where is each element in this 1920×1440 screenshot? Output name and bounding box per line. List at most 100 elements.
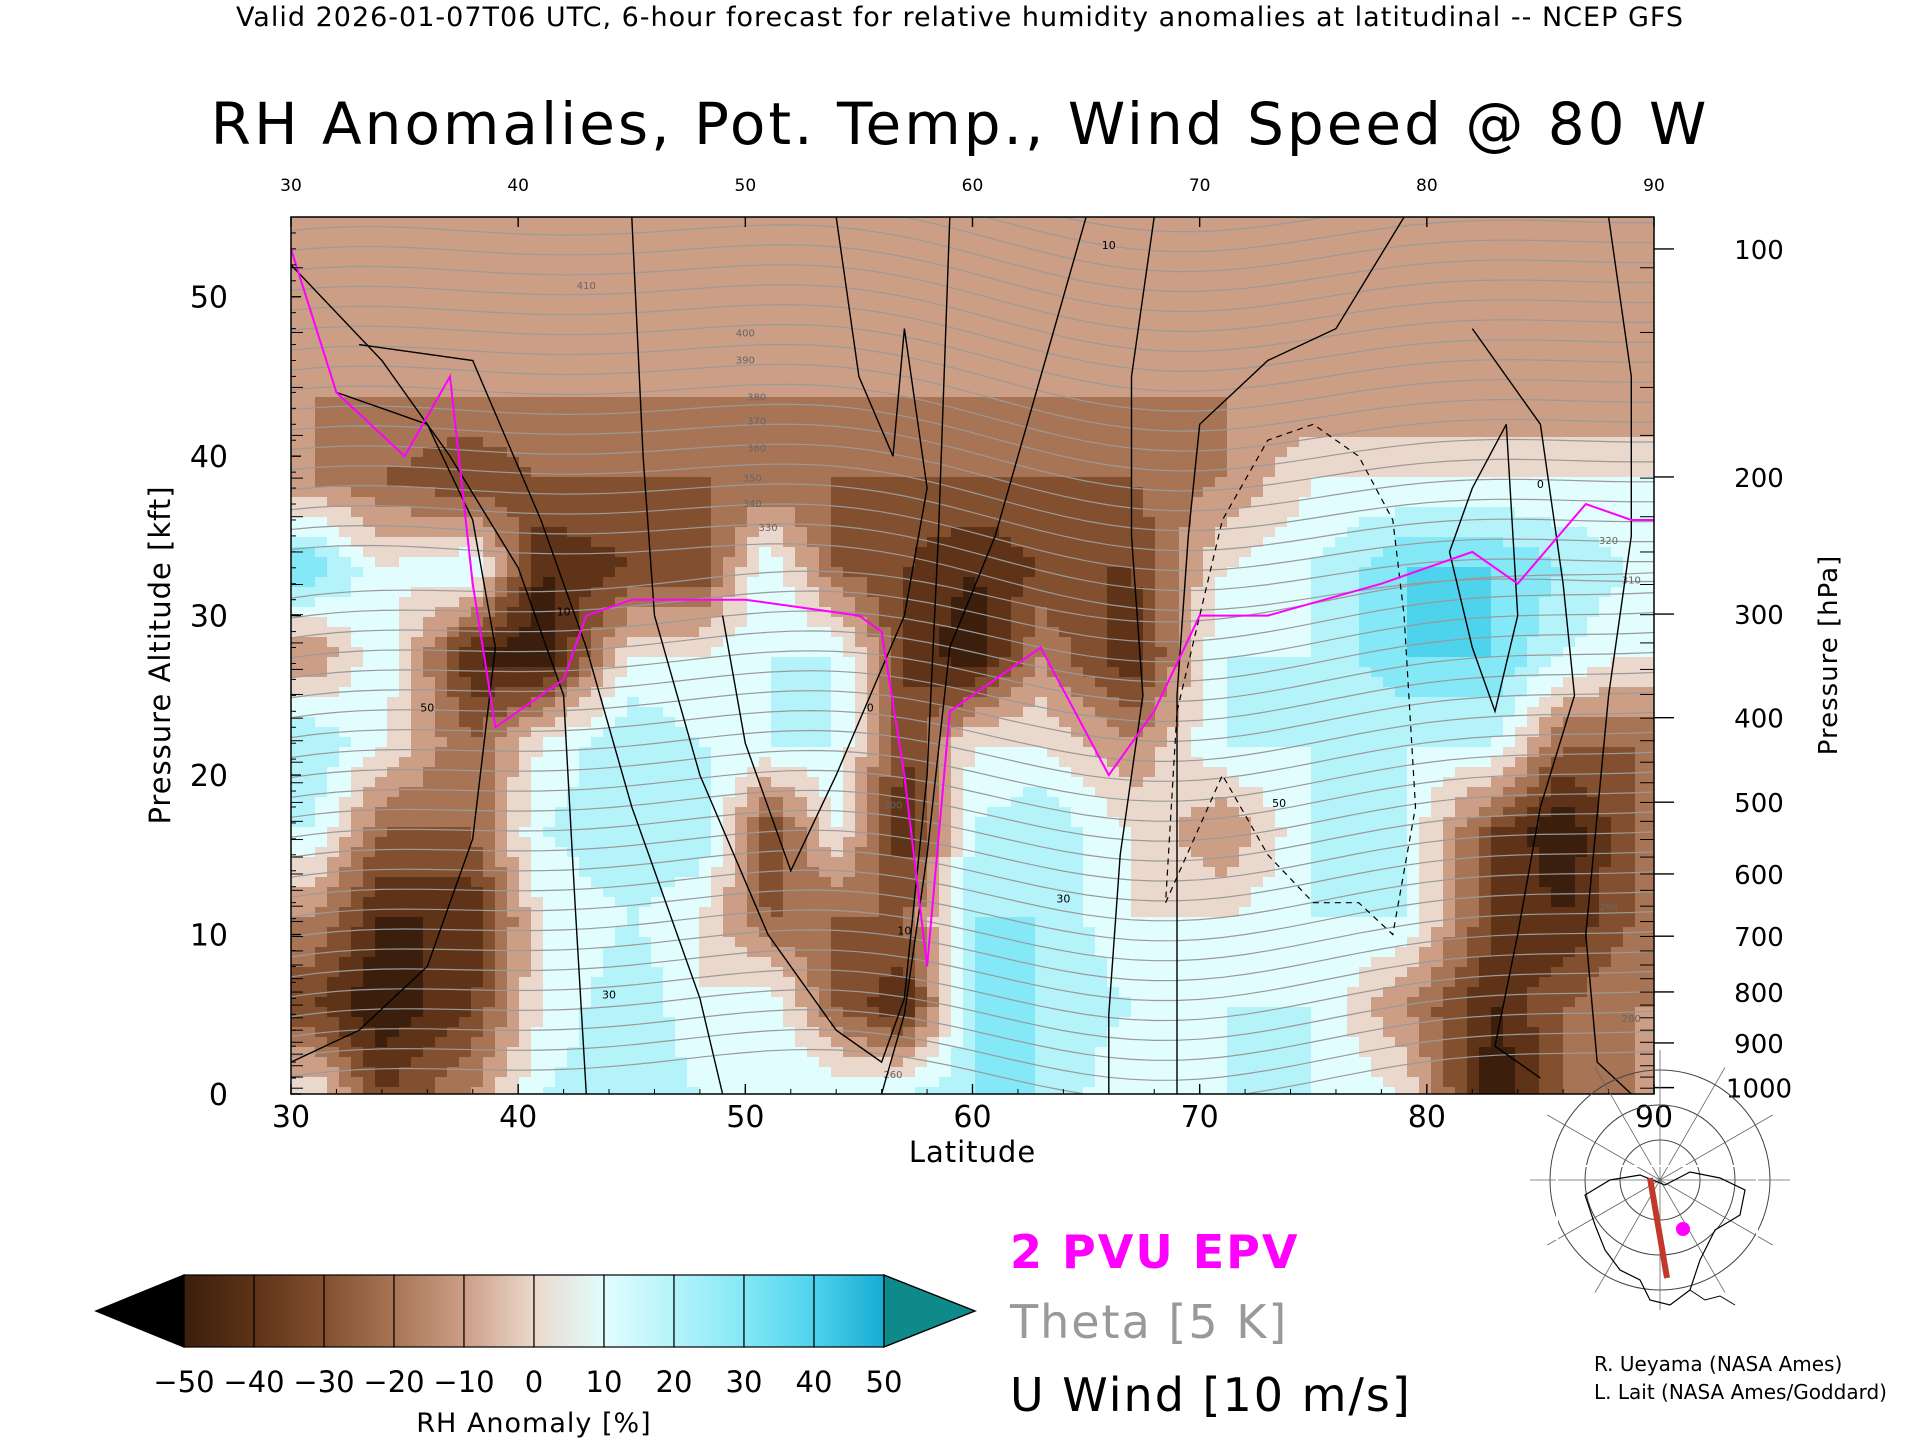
heatmap-cell — [351, 397, 364, 408]
heatmap-cell — [939, 717, 952, 728]
heatmap-cell — [639, 607, 652, 618]
heatmap-cell — [615, 267, 628, 278]
heatmap-cell — [807, 867, 820, 878]
heatmap-cell — [951, 877, 964, 888]
heatmap-cell — [747, 1067, 760, 1078]
heatmap-cell — [795, 1017, 808, 1028]
heatmap-cell — [579, 217, 592, 228]
heatmap-cell — [471, 677, 484, 688]
heatmap-cell — [903, 467, 916, 478]
heatmap-cell — [447, 757, 460, 768]
heatmap-cell — [579, 557, 592, 568]
heatmap-cell — [603, 1007, 616, 1018]
heatmap-cell — [651, 667, 664, 678]
heatmap-cell — [303, 817, 316, 828]
heatmap-cell — [327, 697, 340, 708]
heatmap-cell — [771, 987, 784, 998]
heatmap-cell — [459, 437, 472, 448]
heatmap-cell — [915, 777, 928, 788]
heatmap-cell — [531, 527, 544, 538]
heatmap-cell — [711, 707, 724, 718]
heatmap-cell — [447, 627, 460, 638]
heatmap-cell — [375, 607, 388, 618]
heatmap-cell — [915, 577, 928, 588]
heatmap-cell — [579, 447, 592, 458]
heatmap-cell — [495, 637, 508, 648]
heatmap-cell — [387, 667, 400, 678]
heatmap-cell — [735, 287, 748, 298]
heatmap-cell — [555, 637, 568, 648]
heatmap-cell — [543, 667, 556, 678]
heatmap-cell — [555, 617, 568, 628]
heatmap-cell — [543, 517, 556, 528]
heatmap-cell — [447, 517, 460, 528]
heatmap-cell — [783, 927, 796, 938]
heatmap-cell — [435, 757, 448, 768]
heatmap-cell — [387, 867, 400, 878]
heatmap-cell — [687, 607, 700, 618]
heatmap-cell — [759, 507, 772, 518]
heatmap-cell — [495, 227, 508, 238]
heatmap-cell — [783, 1007, 796, 1018]
heatmap-cell — [315, 217, 328, 228]
heatmap-cell — [591, 867, 604, 878]
heatmap-cell — [315, 977, 328, 988]
heatmap-cell — [543, 757, 556, 768]
heatmap-cell — [927, 527, 940, 538]
heatmap-cell — [951, 1067, 964, 1078]
heatmap-cell — [723, 737, 736, 748]
heatmap-cell — [879, 277, 892, 288]
heatmap-cell — [795, 917, 808, 928]
chart-title: RH Anomalies, Pot. Temp., Wind Speed @ 8… — [210, 90, 1710, 158]
heatmap-cell — [711, 867, 724, 878]
heatmap-cell — [423, 597, 436, 608]
heatmap-cell — [447, 617, 460, 628]
heatmap-cell — [351, 217, 364, 228]
heatmap-cell — [447, 697, 460, 708]
heatmap-cell — [687, 727, 700, 738]
heatmap-cell — [891, 277, 904, 288]
heatmap-cell — [567, 907, 580, 918]
heatmap-cell — [303, 407, 316, 418]
heatmap-cell — [615, 607, 628, 618]
heatmap-cell — [519, 307, 532, 318]
heatmap-cell — [555, 707, 568, 718]
heatmap-cell — [363, 647, 376, 658]
heatmap-cell — [687, 837, 700, 848]
heatmap-cell — [903, 477, 916, 488]
heatmap-cell — [531, 1087, 544, 1094]
heatmap-cell — [759, 437, 772, 448]
heatmap-cell — [387, 767, 400, 778]
heatmap-cell — [435, 807, 448, 818]
heatmap-cell — [483, 667, 496, 678]
heatmap-cell — [495, 497, 508, 508]
heatmap-cell — [771, 377, 784, 388]
heatmap-cell — [411, 377, 424, 388]
heatmap-cell — [555, 307, 568, 318]
heatmap-cell — [735, 477, 748, 488]
heatmap-cell — [831, 317, 844, 328]
heatmap-cell — [951, 597, 964, 608]
heatmap-cell — [531, 667, 544, 678]
heatmap-cell — [339, 357, 352, 368]
heatmap-cell — [795, 287, 808, 298]
heatmap-cell — [471, 407, 484, 418]
heatmap-cell — [351, 847, 364, 858]
heatmap-cell — [639, 237, 652, 248]
heatmap-cell — [879, 897, 892, 908]
heatmap-cell — [375, 497, 388, 508]
heatmap-cell — [291, 347, 304, 358]
heatmap-cell — [543, 377, 556, 388]
heatmap-cell — [591, 857, 604, 868]
heatmap-cell — [639, 947, 652, 958]
heatmap-cell — [747, 957, 760, 968]
heatmap-cell — [411, 217, 424, 228]
heatmap-cell — [591, 727, 604, 738]
heatmap-cell — [951, 267, 964, 278]
heatmap-cell — [315, 467, 328, 478]
heatmap-cell — [303, 307, 316, 318]
heatmap-cell — [531, 457, 544, 468]
heatmap-cell — [627, 1077, 640, 1088]
heatmap-cell — [579, 787, 592, 798]
heatmap-cell — [363, 917, 376, 928]
